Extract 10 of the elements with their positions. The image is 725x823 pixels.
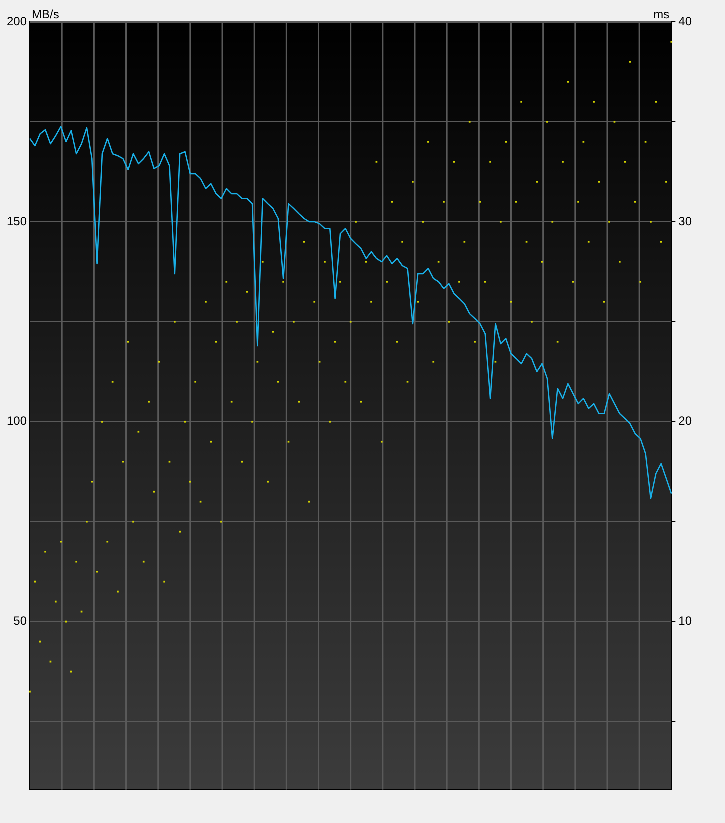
y-tick-label: 100 bbox=[6, 414, 28, 428]
y-tick-label: 50 bbox=[14, 614, 28, 628]
y2-tick-label: 40 bbox=[678, 14, 692, 28]
y2-axis-title: ms bbox=[654, 7, 670, 22]
y2-tick-label: 10 bbox=[678, 614, 692, 628]
y-axis-title: MB/s bbox=[32, 7, 60, 22]
y-tick-label: 200 bbox=[6, 14, 28, 28]
y2-tick-label: 30 bbox=[678, 214, 692, 228]
y-tick-label: 150 bbox=[6, 214, 28, 228]
y2-tick-label: 20 bbox=[678, 414, 692, 428]
